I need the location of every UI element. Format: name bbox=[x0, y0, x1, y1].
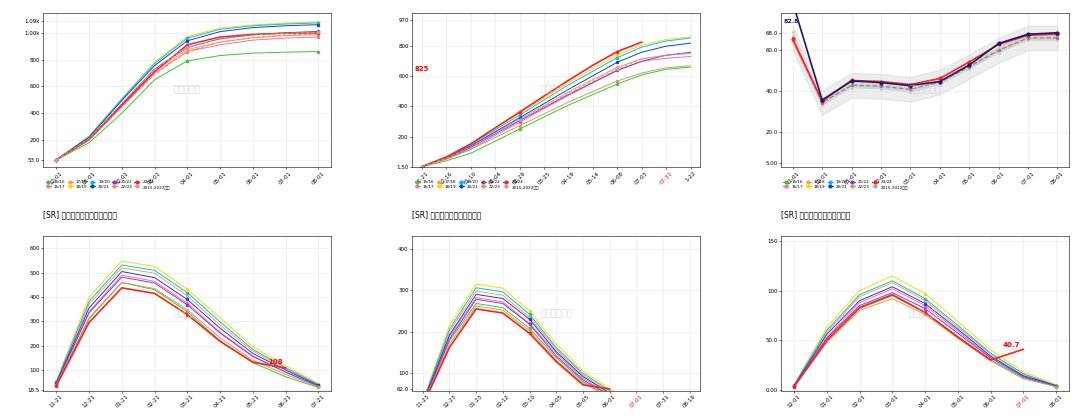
Text: 紫金天风期货: 紫金天风期货 bbox=[540, 85, 572, 94]
Legend: 15/16, 16/17, 17/18, 18/19, 19/20, 20/21, 21/22, 22/23, 23/24, 2015-2022均值: 15/16, 16/17, 17/18, 18/19, 19/20, 20/21… bbox=[783, 180, 908, 189]
Legend: 15/16, 16/17, 17/18, 18/19, 19/20, 20/21, 21/22, 22/23, 23/24, 2015-2022均值: 15/16, 16/17, 17/18, 18/19, 19/20, 20/21… bbox=[415, 180, 539, 189]
Text: [SR] 全国食糖工业库存（万吞）: [SR] 全国食糖工业库存（万吞） bbox=[43, 210, 118, 219]
Text: [SR] 广西糖月度库存（万吞）: [SR] 广西糖月度库存（万吞） bbox=[413, 210, 482, 219]
Text: 108: 108 bbox=[268, 360, 283, 365]
Text: 金天风期货: 金天风期货 bbox=[174, 85, 201, 94]
Text: 82.8: 82.8 bbox=[784, 19, 799, 24]
Text: 紫金天风期货: 紫金天风期货 bbox=[909, 309, 942, 318]
Legend: 15/16, 16/17, 17/18, 18/19, 19/20, 20/21, 21/22, 22/23, 23/24, 2015-2022均值: 15/16, 16/17, 17/18, 18/19, 19/20, 20/21… bbox=[45, 180, 171, 189]
Text: 紫金天风期货: 紫金天风期货 bbox=[540, 309, 572, 318]
Text: 金天风期货: 金天风期货 bbox=[174, 309, 201, 318]
Text: 825: 825 bbox=[415, 66, 430, 72]
Text: 紫金天风期货: 紫金天风期货 bbox=[909, 85, 942, 94]
Text: 40.7: 40.7 bbox=[1003, 342, 1021, 349]
Text: [SR] 云南糖月度库存（万吞）: [SR] 云南糖月度库存（万吞） bbox=[781, 210, 850, 219]
